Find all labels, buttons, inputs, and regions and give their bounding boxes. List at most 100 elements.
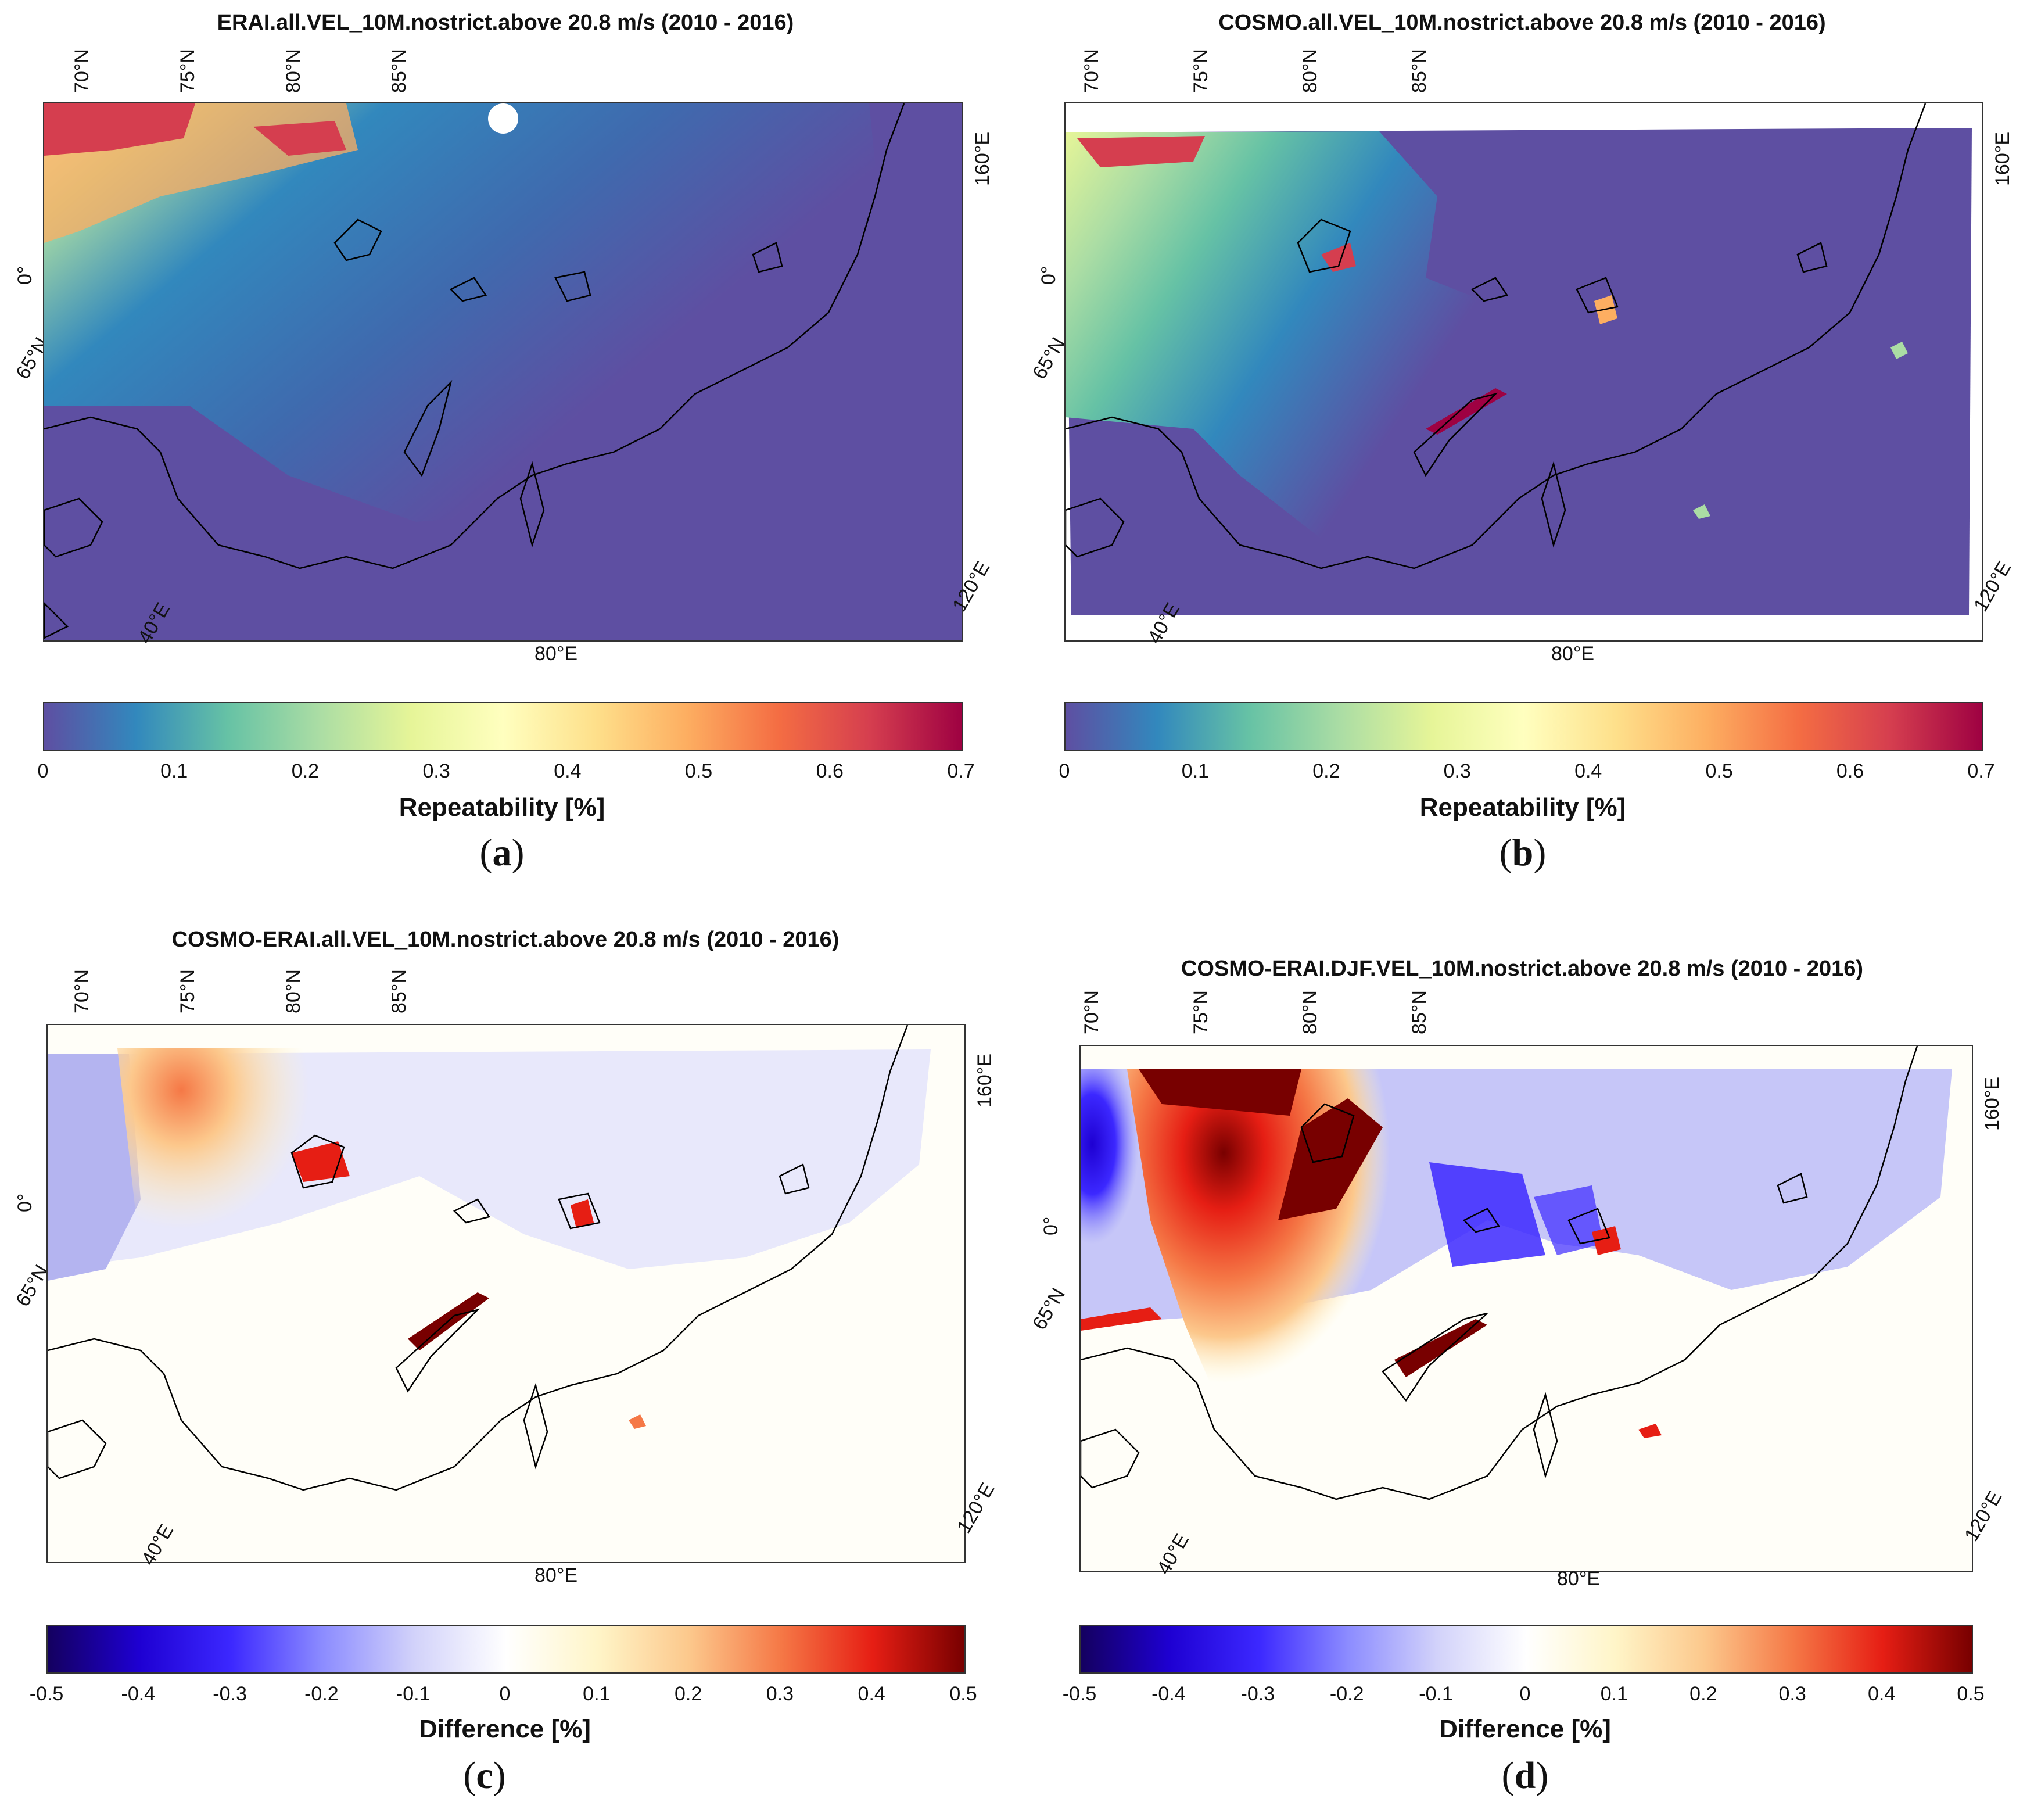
colorbar-tick-label: -0.2 bbox=[1329, 1683, 1364, 1705]
panel-letter: (c) bbox=[463, 1754, 506, 1797]
colorbar-tick-label: -0.4 bbox=[121, 1683, 156, 1705]
lat-label: 75°N bbox=[1190, 49, 1212, 93]
lat-label: 80°N bbox=[1299, 49, 1321, 93]
panel-title: COSMO-ERAI.all.VEL_10M.nostrict.above 20… bbox=[171, 927, 840, 952]
edge-label: 65°N bbox=[1028, 1284, 1070, 1334]
colorbar-tick-label: 0.7 bbox=[947, 760, 975, 782]
coastline bbox=[1066, 103, 1927, 569]
colorbar-tick-label: 0.3 bbox=[1443, 760, 1471, 782]
colorbar-tick-label: 0.7 bbox=[1967, 760, 1995, 782]
colorbar-tick-label: 0.5 bbox=[684, 760, 713, 782]
colorbar-tick-label: -0.4 bbox=[1151, 1683, 1186, 1705]
lon-label: 80°E bbox=[1551, 643, 1595, 665]
colorbar-tick-label: -0.5 bbox=[1062, 1683, 1097, 1705]
lat-label: 70°N bbox=[71, 969, 93, 1013]
colorbar-tick-label: 0 bbox=[1059, 760, 1070, 782]
edge-label: 0° bbox=[14, 266, 36, 285]
colorbar-ticks: 0 0.1 0.2 0.3 0.4 0.5 0.6 0.7 bbox=[1059, 760, 1995, 783]
coastline bbox=[48, 1025, 909, 1491]
colorbar-label: Difference [%] bbox=[419, 1715, 591, 1743]
peak-region bbox=[1890, 342, 1908, 359]
lon-label: 80°E bbox=[534, 1564, 578, 1586]
colorbar-tick-label: 0 bbox=[37, 760, 49, 782]
lat-label: 80°N bbox=[282, 969, 304, 1013]
colorbar-ticks: -0.5 -0.4 -0.3 -0.2 -0.1 0 0.1 0.2 0.3 0.4 0.5 bbox=[30, 1683, 977, 1706]
edge-label: 65°N bbox=[1028, 334, 1070, 383]
colorbar-tick-label: -0.3 bbox=[1240, 1683, 1275, 1705]
edge-label: 0° bbox=[1040, 1216, 1062, 1235]
lat-label: 85°N bbox=[1408, 49, 1430, 93]
lat-label: 85°N bbox=[388, 969, 410, 1013]
colorbar-tick-label: 0.1 bbox=[1600, 1683, 1628, 1705]
colorbar-tick-label: -0.5 bbox=[29, 1683, 64, 1705]
peak-region bbox=[1139, 1069, 1301, 1116]
lat-label: 80°N bbox=[1299, 990, 1321, 1034]
colorbar-tick-label: 0.1 bbox=[583, 1683, 611, 1705]
lat-label: 75°N bbox=[177, 49, 199, 93]
coastline bbox=[1081, 1046, 1918, 1500]
colorbar-tick-label: 0.6 bbox=[816, 760, 844, 782]
colorbar-tick-label: -0.3 bbox=[213, 1683, 247, 1705]
peak-region bbox=[1638, 1424, 1662, 1438]
panel-title: ERAI.all.VEL_10M.nostrict.above 20.8 m/s… bbox=[217, 10, 794, 35]
peak-region bbox=[253, 121, 346, 156]
lat-label: 70°N bbox=[1081, 49, 1103, 93]
colorbar-label: Difference [%] bbox=[1439, 1715, 1611, 1743]
lat-label: 75°N bbox=[177, 969, 199, 1013]
panel-letter: (d) bbox=[1501, 1754, 1549, 1797]
colorbar-ticks: -0.5 -0.4 -0.3 -0.2 -0.1 0 0.1 0.2 0.3 0.4 0.5 bbox=[1063, 1683, 1985, 1706]
lat-label: 80°N bbox=[282, 49, 304, 93]
colorbar-tick-label: 0.5 bbox=[1957, 1683, 1985, 1705]
lat-label: 70°N bbox=[1081, 990, 1103, 1034]
map-b bbox=[1064, 102, 1983, 642]
colorbar-tick-label: 0.2 bbox=[674, 1683, 702, 1705]
coastline bbox=[44, 103, 905, 639]
colorbar-label: Repeatability [%] bbox=[399, 793, 605, 822]
colorbar-tick-label: 0.5 bbox=[949, 1683, 977, 1705]
colorbar-tick-label: 0.2 bbox=[291, 760, 320, 782]
peak-region bbox=[629, 1414, 646, 1429]
peak-region bbox=[1321, 243, 1356, 272]
colorbar-tick-label: 0.4 bbox=[1867, 1683, 1896, 1705]
peak-region bbox=[1081, 1307, 1162, 1331]
peak-region bbox=[1693, 504, 1710, 519]
peak-region bbox=[571, 1199, 594, 1228]
colorbar-tick-label: 0.4 bbox=[554, 760, 582, 782]
colorbar-tick-label: 0.3 bbox=[422, 760, 450, 782]
colorbar-tick-label: 0.1 bbox=[1181, 760, 1210, 782]
lon-label: 160°E bbox=[1992, 131, 2014, 186]
lon-label: 160°E bbox=[974, 1053, 996, 1108]
panel-d: COSMO-ERAI.DJF.VEL_10M.nostrict.above 20… bbox=[1017, 910, 2034, 1820]
peak-region bbox=[1077, 136, 1205, 167]
lon-label: 160°E bbox=[1981, 1076, 2003, 1131]
colorbar-tick-label: -0.2 bbox=[304, 1683, 339, 1705]
colorbar-tick-label: 0.1 bbox=[160, 760, 188, 782]
colorbar bbox=[1079, 1625, 1973, 1674]
colorbar-tick-label: 0.5 bbox=[1705, 760, 1733, 782]
colorbar-tick-label: 0.4 bbox=[1574, 760, 1602, 782]
negative-field bbox=[1429, 1162, 1545, 1267]
peak-region bbox=[1592, 1226, 1621, 1255]
map-a bbox=[43, 102, 963, 642]
map-d bbox=[1079, 1045, 1973, 1572]
colorbar-tick-label: -0.1 bbox=[396, 1683, 431, 1705]
lat-label: 85°N bbox=[388, 49, 410, 93]
colorbar-tick-label: 0.2 bbox=[1312, 760, 1340, 782]
pole-hole bbox=[488, 103, 518, 134]
positive-field bbox=[117, 1048, 373, 1327]
peak-region bbox=[44, 103, 195, 156]
panel-a: ERAI.all.VEL_10M.nostrict.above 20.8 m/s… bbox=[0, 0, 1017, 910]
colorbar-tick-label: 0.3 bbox=[1778, 1683, 1806, 1705]
colorbar bbox=[43, 702, 963, 751]
lat-label: 70°N bbox=[71, 49, 93, 93]
edge-label: 0° bbox=[1038, 266, 1060, 285]
colorbar bbox=[46, 1625, 966, 1674]
colorbar-tick-label: -0.1 bbox=[1419, 1683, 1453, 1705]
panel-letter: (a) bbox=[479, 832, 525, 874]
colorbar-tick-label: 0.4 bbox=[858, 1683, 885, 1705]
lon-label: 80°E bbox=[1557, 1568, 1601, 1590]
panel-c: COSMO-ERAI.all.VEL_10M.nostrict.above 20… bbox=[0, 910, 1017, 1820]
colorbar-tick-label: 0.6 bbox=[1836, 760, 1864, 782]
colorbar-tick-label: 0 bbox=[1519, 1683, 1531, 1705]
negative-field bbox=[48, 1054, 141, 1281]
